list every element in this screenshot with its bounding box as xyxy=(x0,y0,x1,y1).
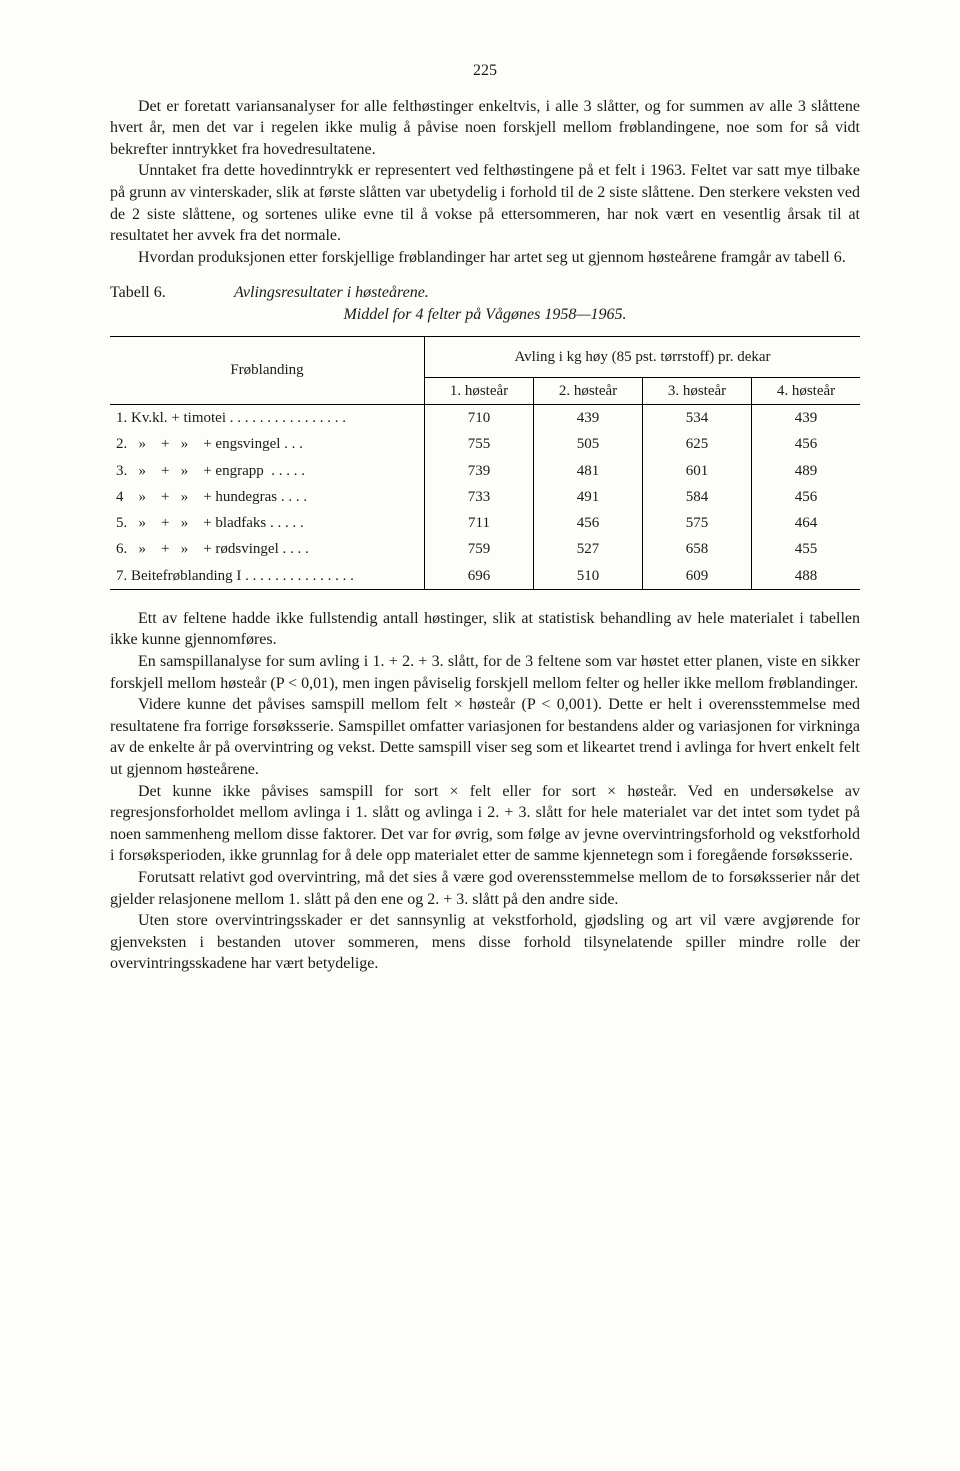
paragraph: Det kunne ikke påvises samspill for sort… xyxy=(110,781,860,867)
table-row: 7. Beitefrøblanding I . . . . . . . . . … xyxy=(110,563,860,589)
column-header: 4. høsteår xyxy=(752,377,861,404)
column-header: 2. høsteår xyxy=(534,377,643,404)
column-header-main: Avling i kg høy (85 pst. tørrstoff) pr. … xyxy=(425,337,861,378)
table-row: 6. » + » + rødsvingel . . . . 759 527 65… xyxy=(110,536,860,562)
table-avlingsresultater: Frøblanding Avling i kg høy (85 pst. tør… xyxy=(110,336,860,590)
cell: 510 xyxy=(534,563,643,589)
table-row: 1. Kv.kl. + timotei . . . . . . . . . . … xyxy=(110,405,860,432)
cell: 755 xyxy=(425,431,534,457)
cell: 759 xyxy=(425,536,534,562)
paragraph: Forutsatt relativt god overvintring, må … xyxy=(110,867,860,910)
paragraph: Hvordan produksjonen etter forskjellige … xyxy=(110,247,860,269)
cell: 710 xyxy=(425,405,534,432)
row-label: 4 » + » + hundegras . . . . xyxy=(110,484,425,510)
row-label: 7. Beitefrøblanding I . . . . . . . . . … xyxy=(110,563,425,589)
cell: 696 xyxy=(425,563,534,589)
table-row: 2. » + » + engsvingel . . . 755 505 625 … xyxy=(110,431,860,457)
cell: 456 xyxy=(752,431,861,457)
cell: 439 xyxy=(534,405,643,432)
column-header: 3. høsteår xyxy=(643,377,752,404)
cell: 505 xyxy=(534,431,643,457)
cell: 584 xyxy=(643,484,752,510)
cell: 527 xyxy=(534,536,643,562)
paragraph: Uten store overvintringsskader er det sa… xyxy=(110,910,860,975)
row-label: 1. Kv.kl. + timotei . . . . . . . . . . … xyxy=(110,405,425,432)
cell: 455 xyxy=(752,536,861,562)
data-table: Frøblanding Avling i kg høy (85 pst. tør… xyxy=(110,336,860,590)
table-caption: Tabell 6. Avlingsresultater i høsteårene… xyxy=(110,282,860,304)
cell: 658 xyxy=(643,536,752,562)
table-row: 4 » + » + hundegras . . . . 733 491 584 … xyxy=(110,484,860,510)
scanned-page: 225 Det er foretatt variansanalyser for … xyxy=(0,0,960,1471)
row-label: 2. » + » + engsvingel . . . xyxy=(110,431,425,457)
cell: 481 xyxy=(534,458,643,484)
cell: 491 xyxy=(534,484,643,510)
paragraph: Videre kunne det påvises samspill mellom… xyxy=(110,694,860,780)
row-label: 6. » + » + rødsvingel . . . . xyxy=(110,536,425,562)
paragraph: Ett av feltene hadde ikke fullstendig an… xyxy=(110,608,860,651)
cell: 733 xyxy=(425,484,534,510)
row-label: 3. » + » + engrapp . . . . . xyxy=(110,458,425,484)
cell: 711 xyxy=(425,510,534,536)
column-header-froblanding: Frøblanding xyxy=(110,337,425,405)
table-row: 3. » + » + engrapp . . . . . 739 481 601… xyxy=(110,458,860,484)
page-number: 225 xyxy=(110,60,860,82)
table-subtitle: Middel for 4 felter på Vågønes 1958—1965… xyxy=(110,304,860,326)
cell: 575 xyxy=(643,510,752,536)
column-header: 1. høsteår xyxy=(425,377,534,404)
cell: 534 xyxy=(643,405,752,432)
cell: 625 xyxy=(643,431,752,457)
paragraph: En samspillanalyse for sum avling i 1. +… xyxy=(110,651,860,694)
cell: 739 xyxy=(425,458,534,484)
cell: 609 xyxy=(643,563,752,589)
paragraph: Det er foretatt variansanalyser for alle… xyxy=(110,96,860,161)
cell: 489 xyxy=(752,458,861,484)
table-label: Tabell 6. xyxy=(110,282,230,304)
row-label: 5. » + » + bladfaks . . . . . xyxy=(110,510,425,536)
cell: 456 xyxy=(534,510,643,536)
paragraph: Unntaket fra dette hovedinntrykk er repr… xyxy=(110,160,860,246)
table-row: 5. » + » + bladfaks . . . . . 711 456 57… xyxy=(110,510,860,536)
cell: 456 xyxy=(752,484,861,510)
cell: 488 xyxy=(752,563,861,589)
cell: 439 xyxy=(752,405,861,432)
cell: 464 xyxy=(752,510,861,536)
cell: 601 xyxy=(643,458,752,484)
table-title: Avlingsresultater i høsteårene. xyxy=(234,284,429,301)
